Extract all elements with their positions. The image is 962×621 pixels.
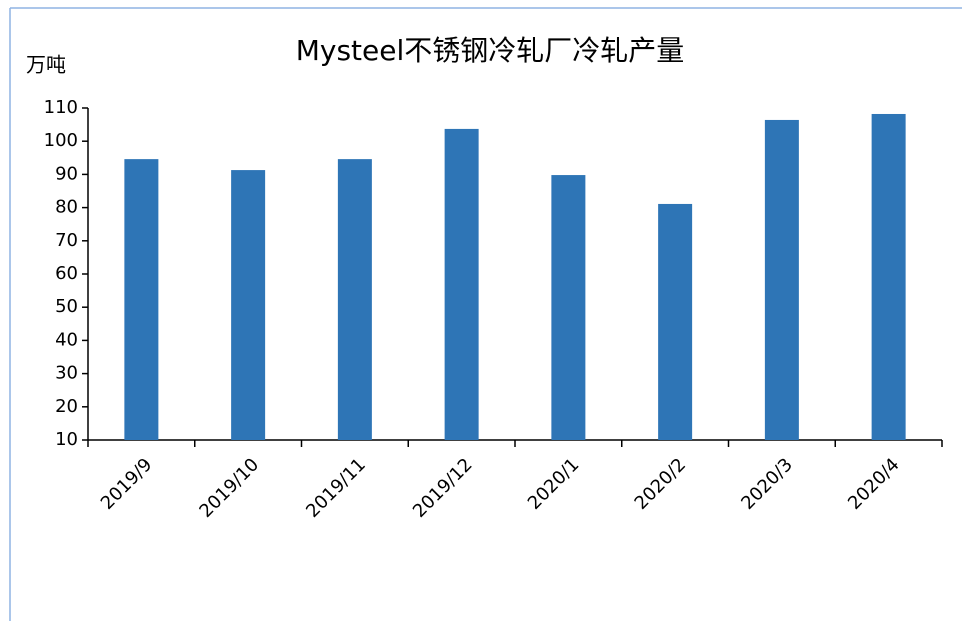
y-tick-label: 10 (55, 429, 78, 450)
bar (444, 128, 479, 440)
y-tick-label: 60 (55, 263, 78, 284)
y-axis-label: 万吨 (26, 53, 66, 77)
x-tick-label: 2019/10 (195, 454, 263, 522)
bar (337, 159, 372, 441)
bar (658, 203, 693, 440)
x-tick-label: 2020/4 (844, 454, 904, 514)
x-tick-label: 2020/2 (631, 454, 691, 514)
y-tick-label: 90 (55, 163, 78, 184)
y-tick-label: 100 (44, 130, 78, 151)
y-tick-label: 80 (55, 197, 78, 218)
bar (871, 113, 906, 440)
bar (764, 119, 799, 441)
y-tick-label: 20 (55, 396, 78, 417)
x-tick-label: 2020/3 (737, 454, 797, 514)
y-tick-label: 30 (55, 363, 78, 384)
chart-title: Mysteel不锈钢冷轧厂冷轧产量 (296, 34, 685, 67)
x-tick-label: 2019/11 (302, 454, 370, 522)
y-tick-label: 40 (55, 329, 78, 350)
x-tick-label: 2020/1 (524, 454, 584, 514)
bar (124, 159, 159, 441)
y-tick-label: 70 (55, 230, 78, 251)
y-tick-label: 50 (55, 296, 78, 317)
bar (231, 170, 266, 441)
x-tick-label: 2019/9 (97, 454, 157, 514)
bar (551, 175, 586, 440)
y-tick-label: 110 (44, 97, 78, 118)
x-tick-label: 2019/12 (409, 454, 477, 522)
